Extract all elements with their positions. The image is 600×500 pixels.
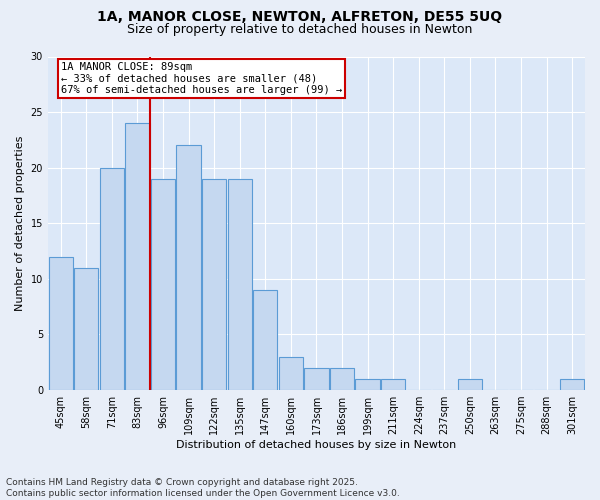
- Bar: [227, 179, 252, 390]
- Text: Contains HM Land Registry data © Crown copyright and database right 2025.
Contai: Contains HM Land Registry data © Crown c…: [6, 478, 400, 498]
- Bar: [151, 179, 175, 390]
- Text: 1A MANOR CLOSE: 89sqm
← 33% of detached houses are smaller (48)
67% of semi-deta: 1A MANOR CLOSE: 89sqm ← 33% of detached …: [61, 62, 342, 96]
- Bar: [49, 256, 73, 390]
- Bar: [304, 368, 329, 390]
- Bar: [355, 379, 380, 390]
- Bar: [202, 179, 226, 390]
- Bar: [279, 356, 303, 390]
- Bar: [458, 379, 482, 390]
- Text: Size of property relative to detached houses in Newton: Size of property relative to detached ho…: [127, 22, 473, 36]
- Y-axis label: Number of detached properties: Number of detached properties: [15, 136, 25, 311]
- Bar: [74, 268, 98, 390]
- Bar: [176, 146, 201, 390]
- Bar: [253, 290, 277, 390]
- Text: 1A, MANOR CLOSE, NEWTON, ALFRETON, DE55 5UQ: 1A, MANOR CLOSE, NEWTON, ALFRETON, DE55 …: [97, 10, 503, 24]
- Bar: [560, 379, 584, 390]
- Bar: [330, 368, 354, 390]
- X-axis label: Distribution of detached houses by size in Newton: Distribution of detached houses by size …: [176, 440, 457, 450]
- Bar: [125, 123, 149, 390]
- Bar: [381, 379, 406, 390]
- Bar: [100, 168, 124, 390]
